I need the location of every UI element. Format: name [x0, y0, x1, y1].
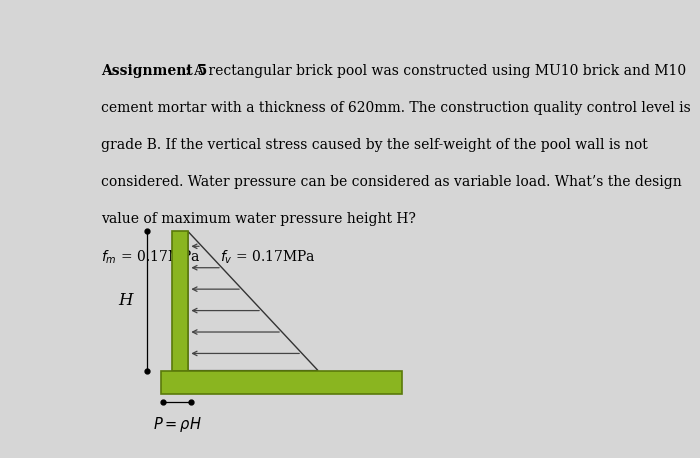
Bar: [172, 231, 188, 371]
Text: value of maximum water pressure height H?: value of maximum water pressure height H…: [101, 212, 416, 226]
Text: $P = \rho H$: $P = \rho H$: [153, 414, 202, 434]
Bar: [161, 371, 402, 393]
Text: : A rectangular brick pool was constructed using MU10 brick and M10: : A rectangular brick pool was construct…: [185, 64, 686, 78]
Text: considered. Water pressure can be considered as variable load. What’s the design: considered. Water pressure can be consid…: [101, 175, 682, 189]
Text: $f_{m}$ = 0.17MPa: $f_{m}$ = 0.17MPa: [101, 249, 201, 266]
Text: $f_{v}$ = 0.17MPa: $f_{v}$ = 0.17MPa: [220, 249, 316, 266]
Text: H: H: [118, 293, 133, 310]
Text: grade B. If the vertical stress caused by the self-weight of the pool wall is no: grade B. If the vertical stress caused b…: [101, 138, 648, 152]
Text: cement mortar with a thickness of 620mm. The construction quality control level : cement mortar with a thickness of 620mm.…: [101, 101, 691, 115]
Text: Assignment 5: Assignment 5: [101, 64, 207, 78]
